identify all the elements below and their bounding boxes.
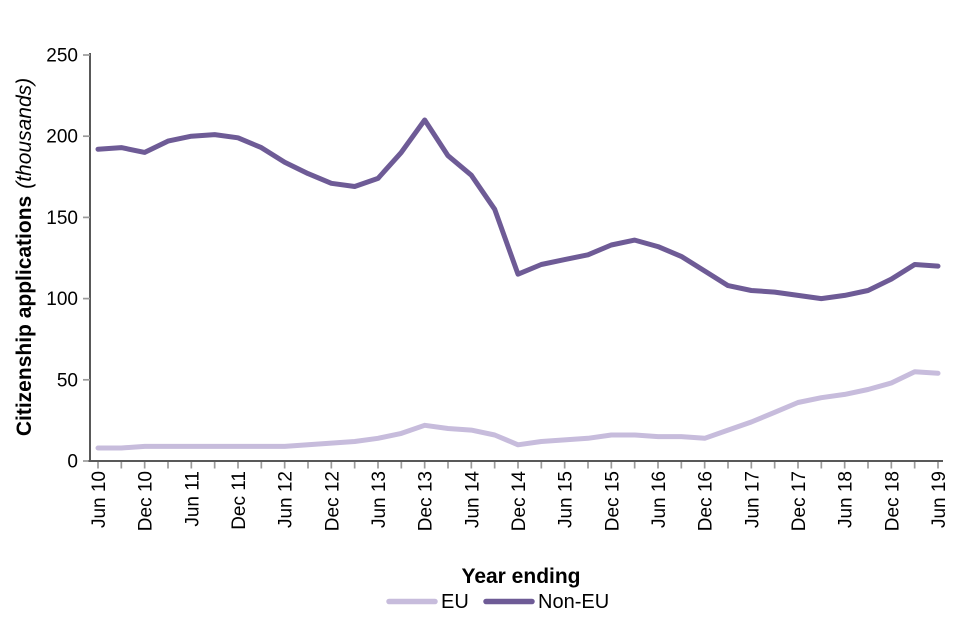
y-tick-label: 100 bbox=[46, 289, 78, 310]
y-tick-label: 200 bbox=[46, 127, 78, 148]
y-axis: 0 50 100 150 200 250 bbox=[46, 46, 91, 473]
y-tick-label: 250 bbox=[46, 46, 78, 67]
y-tick-label: 150 bbox=[46, 208, 78, 229]
y-axis-title-unit: (thousands) bbox=[13, 78, 36, 189]
series-line-non-eu bbox=[95, 117, 941, 302]
x-tick-label: Dec 17 bbox=[789, 471, 810, 531]
x-tick-label: Jun 14 bbox=[462, 471, 483, 528]
legend-label-non-eu: Non-EU bbox=[538, 591, 609, 613]
y-axis-title-main: Citizenship applications bbox=[13, 196, 36, 436]
x-tick-label: Dec 14 bbox=[509, 471, 530, 532]
x-tick-label: Dec 16 bbox=[696, 471, 717, 531]
x-tick-label: Jun 13 bbox=[369, 471, 390, 528]
x-tick-label: Jun 19 bbox=[929, 471, 950, 528]
x-tick-label: Dec 13 bbox=[416, 471, 437, 531]
x-axis: Jun 10 Dec 10 Jun 11 Dec 11 Jun 12 Dec 12 Jun … bbox=[88, 460, 950, 532]
x-tick-label: Jun 17 bbox=[742, 471, 763, 528]
x-tick-label: Jun 15 bbox=[556, 471, 577, 528]
x-tick-label: Dec 10 bbox=[136, 471, 157, 531]
legend: EU Non-EU bbox=[386, 591, 609, 613]
y-axis-title: Citizenship applications (thousands) bbox=[13, 78, 36, 436]
x-tick-label: Jun 12 bbox=[276, 471, 297, 528]
x-tick-label: Jun 10 bbox=[89, 471, 110, 528]
x-tick-label: Dec 15 bbox=[602, 471, 623, 531]
legend-label-eu: EU bbox=[441, 591, 469, 613]
x-tick-label: Jun 16 bbox=[649, 471, 670, 528]
x-axis-title: Year ending bbox=[461, 565, 580, 588]
y-tick-label: 50 bbox=[57, 370, 78, 391]
x-tick-label: Dec 18 bbox=[882, 471, 903, 531]
series-lines bbox=[95, 117, 941, 451]
series-line-eu bbox=[95, 369, 941, 451]
x-tick-label: Dec 11 bbox=[229, 471, 250, 530]
x-tick-label: Jun 18 bbox=[836, 471, 857, 528]
x-tick-label: Dec 12 bbox=[322, 471, 343, 531]
y-tick-label: 0 bbox=[67, 452, 78, 473]
x-tick-label: Jun 11 bbox=[182, 471, 203, 527]
